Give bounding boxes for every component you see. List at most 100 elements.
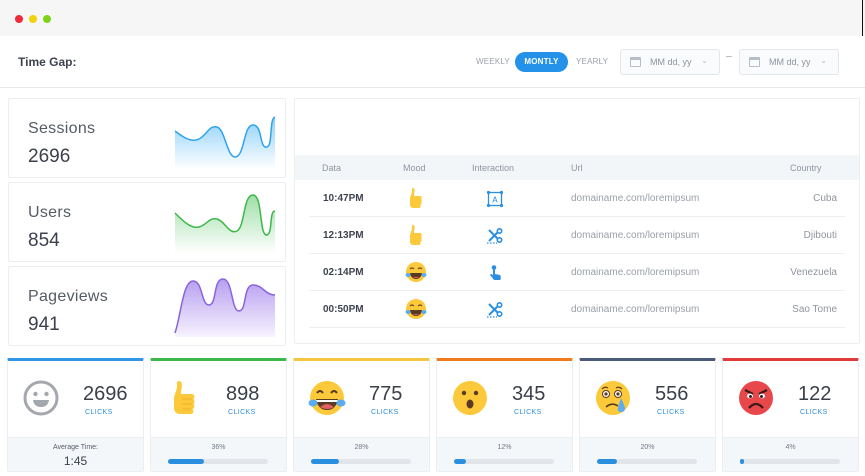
thumbs-up-icon (410, 225, 422, 245)
mood-progress-bar (454, 459, 554, 464)
window-titlebar (0, 0, 865, 36)
mood-click-unit: CLICKS (657, 409, 685, 416)
mood-click-count: 122 (798, 383, 832, 405)
mood-progress-fill (311, 459, 339, 464)
mood-card-footer: Average Time: 1:45 (8, 437, 143, 471)
row-url[interactable]: domainame.com/loremipsum (571, 267, 700, 278)
period-weekly-button[interactable]: WEEKLY (476, 57, 510, 66)
date-from-placeholder: MM dd, yy (650, 57, 692, 67)
mood-click-count: 556 (655, 383, 689, 405)
mood-click-unit: CLICKS (514, 409, 542, 416)
stat-label: Pageviews (28, 288, 109, 305)
pageviews-card: Pageviews 941 (8, 266, 286, 346)
svg-text:A: A (492, 196, 498, 205)
cut-icon (487, 227, 503, 244)
sessions-sparkline (174, 116, 276, 169)
period-yearly-button[interactable]: YEARLY (576, 57, 609, 66)
mood-progress-fill (597, 459, 617, 464)
mood-click-unit: CLICKS (800, 409, 828, 416)
chevron-down-icon: ⌄ (701, 56, 708, 65)
mood-card-footer: 20% (580, 437, 715, 471)
row-country: Venezuela (790, 267, 837, 278)
table-row[interactable]: 10:47PM A domainame.com/loremipsum Cuba (309, 180, 845, 217)
calendar-icon (630, 57, 641, 67)
column-header-mood[interactable]: Mood (403, 163, 426, 173)
mood-percent: 36% (211, 444, 226, 451)
mood-click-count: 898 (226, 383, 260, 405)
mood-click-unit: CLICKS (228, 409, 256, 416)
row-time: 12:13PM (323, 230, 364, 241)
minimize-window-button[interactable] (29, 15, 37, 23)
tap-icon (490, 265, 501, 280)
smiley-outline-icon (23, 380, 59, 416)
maximize-window-button[interactable] (43, 15, 51, 23)
mood-card-footer: 36% (151, 437, 286, 471)
mood-card-thumbs-up: 898 CLICKS 36% (150, 358, 287, 472)
mood-card-footer: 4% (723, 437, 858, 471)
average-time-label: Average Time: (52, 444, 98, 451)
mood-card-angry: 122 CLICKS 4% (722, 358, 859, 472)
activity-table: Data Mood Interaction Url Country 10:47P… (294, 98, 860, 344)
mood-card-tears-of-joy: 775 CLICKS 28% (293, 358, 430, 472)
row-country: Cuba (813, 193, 837, 204)
mood-card-surprised: 345 CLICKS 12% (436, 358, 573, 472)
row-time: 02:14PM (323, 267, 364, 278)
mood-click-count: 345 (512, 383, 546, 405)
mood-percent: 4% (785, 444, 796, 451)
mood-progress-bar (168, 459, 268, 464)
mood-card-footer: 28% (294, 437, 429, 471)
tears-of-joy-icon (405, 299, 427, 319)
select-text-icon: A (486, 190, 504, 208)
time-gap-toolbar: Time Gap: WEEKLY MONTLY YEARLY MM dd, yy… (0, 36, 865, 88)
mood-card-crying: 556 CLICKS 20% (579, 358, 716, 472)
date-range-separator (726, 56, 732, 57)
close-window-button[interactable] (15, 15, 23, 23)
mood-progress-fill (740, 459, 744, 464)
mood-percent: 12% (497, 444, 512, 451)
average-time-value: 1:45 (63, 454, 88, 468)
stat-label: Users (28, 204, 72, 221)
table-row[interactable]: 00:50PM domainame.com/loremipsum Sao Tom… (309, 291, 845, 328)
row-time: 10:47PM (323, 193, 364, 204)
mood-progress-fill (168, 459, 204, 464)
mood-click-count: 775 (369, 383, 403, 405)
mood-card-footer: 12% (437, 437, 572, 471)
users-sparkline (174, 194, 276, 253)
row-url[interactable]: domainame.com/loremipsum (571, 230, 700, 241)
column-header-interaction[interactable]: Interaction (472, 163, 515, 173)
date-to-picker[interactable]: MM dd, yy ⌄ (739, 49, 839, 75)
crying-icon (596, 381, 630, 415)
time-gap-label: Time Gap: (18, 55, 77, 69)
table-row[interactable]: 12:13PM domainame.com/loremipsum Djibout… (309, 217, 845, 254)
row-country: Sao Tome (792, 304, 837, 315)
row-country: Djibouti (803, 230, 837, 241)
mood-click-unit: CLICKS (85, 409, 113, 416)
column-header-url[interactable]: Url (571, 163, 583, 173)
row-url[interactable]: domainame.com/loremipsum (571, 193, 700, 204)
mood-click-count: 2696 (83, 383, 128, 405)
tears-of-joy-icon (308, 381, 346, 415)
chevron-down-icon: ⌄ (820, 56, 827, 65)
stat-value: 2696 (28, 146, 71, 167)
stat-label: Sessions (28, 120, 96, 137)
pageviews-sparkline (174, 278, 276, 337)
mood-progress-bar (311, 459, 411, 464)
surprised-icon (453, 381, 487, 415)
column-header-data[interactable]: Data (322, 163, 342, 173)
column-header-country[interactable]: Country (790, 163, 822, 173)
calendar-icon (749, 57, 760, 67)
period-monthly-button[interactable]: MONTLY (515, 52, 568, 72)
mood-progress-bar (597, 459, 697, 464)
mood-progress-fill (454, 459, 466, 464)
sessions-card: Sessions 2696 (8, 98, 286, 178)
angry-icon (739, 381, 773, 415)
table-row[interactable]: 02:14PM domainame.com/loremipsum Venezue… (309, 254, 845, 291)
thumbs-up-icon (410, 188, 422, 208)
date-to-placeholder: MM dd, yy (769, 57, 811, 67)
row-url[interactable]: domainame.com/loremipsum (571, 304, 700, 315)
date-from-picker[interactable]: MM dd, yy ⌄ (620, 49, 720, 75)
table-header: Data Mood Interaction Url Country (295, 155, 859, 180)
mood-click-unit: CLICKS (371, 409, 399, 416)
mood-card-neutral: 2696 CLICKS Average Time: 1:45 (7, 358, 144, 472)
stat-value: 854 (28, 230, 60, 251)
